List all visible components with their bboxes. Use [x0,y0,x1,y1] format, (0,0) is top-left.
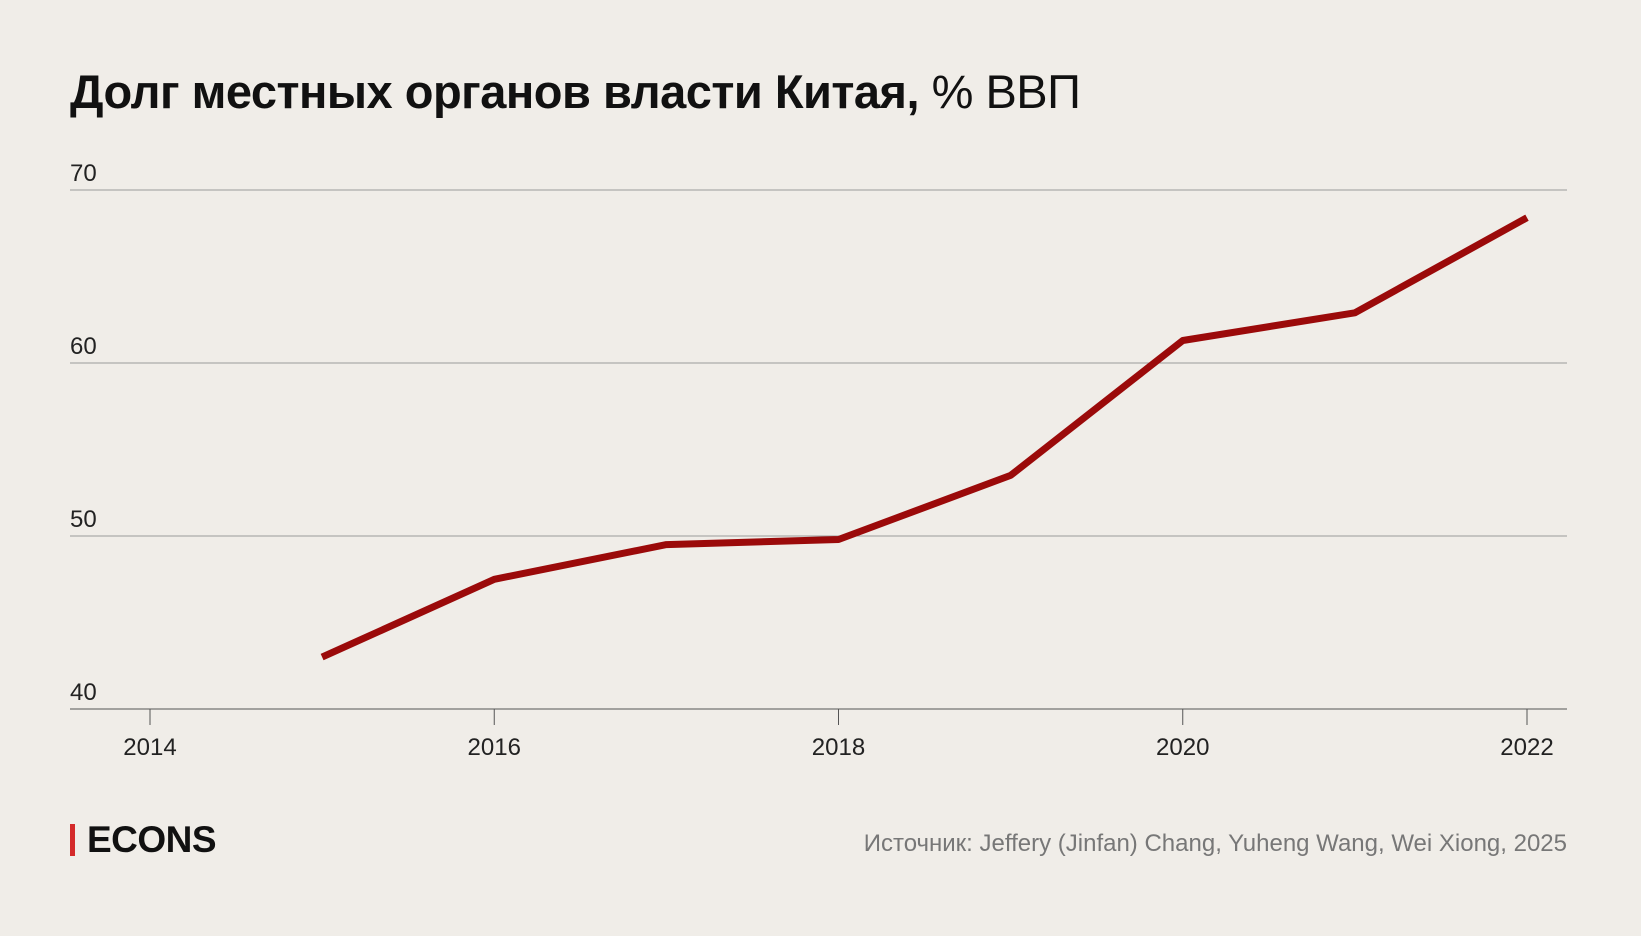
chart-title-unit: % ВВП [931,65,1081,118]
source-note: Источник: Jeffery (Jinfan) Chang, Yuheng… [863,830,1567,857]
y-axis-ticks: 40 50 60 70 [70,160,97,706]
logo-accent-bar [70,824,75,856]
x-tick-label-2022: 2022 [1500,734,1553,761]
y-tick-label-40: 40 [70,679,97,706]
econs-logo: ECONS [70,819,217,860]
x-tick-label-2018: 2018 [812,734,865,761]
x-tick-label-2014: 2014 [123,734,176,761]
series-layer [320,214,1529,661]
x-axis: 2014 2016 2018 2020 2022 [123,709,1554,761]
y-tick-label-50: 50 [70,506,97,533]
x-tick-label-2020: 2020 [1156,734,1209,761]
chart-title: Долг местных органов власти Китая, % ВВП [70,62,1081,122]
chart-title-main: Долг местных органов власти Китая, [70,65,920,118]
y-tick-label-60: 60 [70,333,97,360]
y-tick-label-70: 70 [70,160,97,187]
logo-text: ECONS [87,819,217,860]
x-tick-label-2016: 2016 [468,734,521,761]
series-line-0 [320,214,1529,661]
gridlines [70,189,1567,710]
line-chart: 40 50 60 70 2014 2016 2018 2020 2022 [70,160,1567,761]
